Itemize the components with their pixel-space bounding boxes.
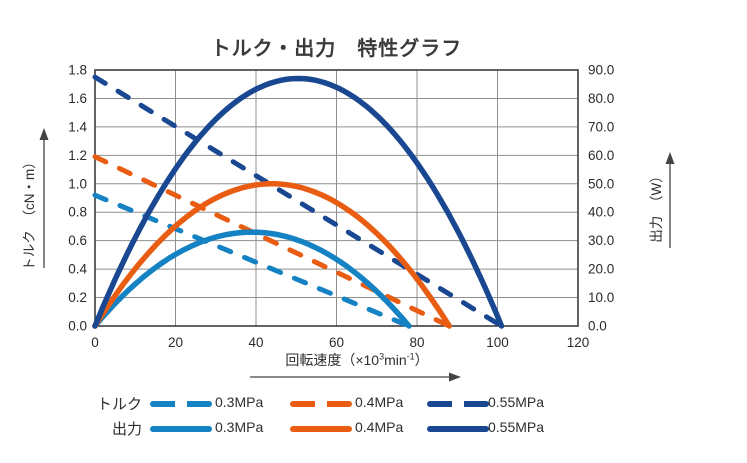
x-axis-label: 回転速度（×103min-1） [197,350,517,370]
y-right-tick-label: 80.0 [588,91,614,106]
legend-swatch-torque-0.3mpa [150,401,212,407]
output-curve-0.4MPa [92,181,452,329]
y-left-axis-arrow-head [39,128,49,140]
legend: トルク 0.3MPa 0.4MPa 0.55MPa 出力 0.3MPa 0.4M… [0,391,747,441]
y-right-axis-arrow-head [665,152,675,164]
x-tick-label: 60 [329,335,344,350]
y-left-tick-label: 1.2 [68,148,87,163]
x-axis-label-exponent: 3 [379,351,385,362]
x-tick-label: 100 [486,335,509,350]
legend-row-output: 出力 0.3MPa 0.4MPa 0.55MPa [0,416,747,441]
x-axis-label-exponent2: -1 [406,351,415,362]
y-right-tick-label: 90.0 [588,63,614,78]
x-axis-label-suffix: ） [414,352,429,368]
x-tick-label: 80 [409,335,424,350]
torque-line-0.55MPa [92,74,505,329]
y-right-tick-label: 20.0 [588,262,614,277]
legend-row-label-output: 出力 [111,421,142,438]
legend-swatch-output-0.4mpa [290,426,352,432]
y-right-tick-label: 10.0 [588,290,614,305]
legend-label-torque-0.55mpa: 0.55MPa [488,394,545,410]
y-right-tick-label: 50.0 [588,176,614,191]
chart-title: トルク・出力 特性グラフ [210,38,463,60]
legend-row-torque: トルク 0.3MPa 0.4MPa 0.55MPa [0,391,747,416]
y-left-tick-label: 0.0 [68,319,87,334]
y-left-tick-label: 1.6 [68,91,87,106]
y-left-tick-label: 1.0 [68,176,87,191]
y-left-tick-label: 0.8 [68,205,87,220]
legend-swatch-output-0.55mpa [427,426,489,432]
legend-swatch-torque-0.4mpa [290,401,352,407]
x-axis-label-unit: min [384,352,407,368]
torque-line-0.4MPa [92,154,452,329]
y-right-tick-label: 0.0 [588,319,607,334]
y-axis-left-label: トルク （cN・m） [22,155,37,271]
y-left-tick-label: 0.6 [68,233,87,248]
legend-label-output-0.3mpa: 0.3MPa [215,419,264,435]
output-curve-0.55MPa [92,75,505,329]
y-axis-right-label: 出力 （W） [649,169,664,243]
y-left-tick-label: 1.8 [68,63,87,78]
output-curve-0.3MPa [92,229,412,329]
legend-swatch-torque-0.55mpa [427,401,489,407]
x-tick-label: 40 [248,335,263,350]
legend-label-output-0.4mpa: 0.4MPa [355,419,404,435]
x-tick-label: 0 [91,335,99,350]
y-left-tick-label: 1.4 [68,119,87,134]
y-right-tick-label: 70.0 [588,119,614,134]
legend-label-output-0.55mpa: 0.55MPa [488,419,545,435]
y-right-tick-label: 30.0 [588,233,614,248]
y-right-tick-label: 60.0 [588,148,614,163]
x-tick-label: 120 [567,335,590,350]
x-axis-label-prefix: 回転速度（×10 [285,352,380,368]
legend-row-label-torque: トルク [96,396,142,413]
x-axis-arrow-head [449,372,461,382]
y-right-tick-label: 40.0 [588,205,614,220]
legend-label-torque-0.4mpa: 0.4MPa [355,394,404,410]
x-tick-label: 20 [168,335,183,350]
y-left-tick-label: 0.4 [68,262,87,277]
plot-border [94,69,579,327]
y-left-tick-label: 0.2 [68,290,87,305]
legend-label-torque-0.3mpa: 0.3MPa [215,394,264,410]
legend-swatch-output-0.3mpa [150,426,212,432]
